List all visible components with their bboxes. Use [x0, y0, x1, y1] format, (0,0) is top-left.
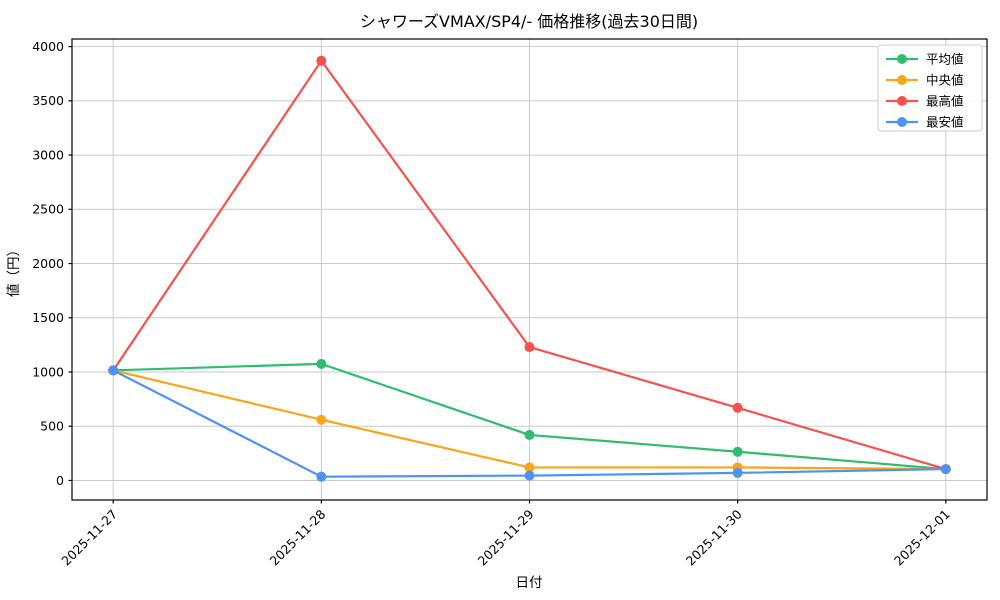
legend-box	[877, 44, 983, 132]
data-point-min	[316, 471, 327, 482]
x-tick-label: 2025-11-30	[683, 506, 745, 568]
y-tick-label: 2000	[32, 256, 64, 271]
axis-ticks: 0 500 1000 1500 2000 2500 3000 3500 4000 2025-11-…	[32, 39, 953, 569]
y-tick-label: 3000	[32, 147, 64, 162]
legend-marker	[897, 54, 907, 64]
y-tick-label: 1000	[32, 364, 64, 379]
data-point-max	[316, 55, 327, 66]
data-point-min	[940, 464, 951, 475]
y-tick-label: 0	[56, 473, 64, 488]
data-point-min	[732, 467, 743, 478]
x-axis-label: 日付	[516, 575, 543, 591]
data-point-median	[316, 414, 327, 425]
y-tick-label: 4000	[32, 39, 64, 54]
y-tick-label: 1500	[32, 310, 64, 325]
legend-marker	[897, 75, 907, 85]
series-min	[108, 365, 951, 482]
x-tick-label: 2025-12-01	[891, 507, 953, 569]
y-axis-label: 値（円）	[6, 243, 22, 297]
y-tick-label: 3500	[32, 93, 64, 108]
x-tick-label: 2025-11-28	[266, 506, 328, 568]
data-point-average	[732, 446, 743, 457]
legend-marker	[897, 96, 907, 106]
data-point-max	[524, 342, 535, 353]
data-point-min	[108, 365, 119, 376]
chart-title: シャワーズVMAX/SP4/- 価格推移(過去30日間)	[360, 12, 698, 31]
x-tick-label: 2025-11-29	[475, 506, 537, 568]
data-point-min	[524, 470, 535, 481]
grid	[72, 39, 987, 500]
legend-label: 平均値	[926, 52, 964, 67]
legend-item-min: 最安値	[886, 115, 964, 130]
legend-label: 中央値	[926, 73, 964, 88]
legend-item-max: 最高値	[886, 94, 964, 109]
legend-item-median: 中央値	[886, 73, 964, 88]
data-point-max	[732, 402, 743, 413]
y-tick-label: 2500	[32, 202, 64, 217]
legend-item-average: 平均値	[886, 52, 964, 67]
y-tick-label: 500	[40, 419, 64, 434]
series-layer	[108, 55, 951, 482]
data-point-average	[524, 429, 535, 440]
legend-label: 最高値	[926, 94, 964, 109]
legend-marker	[897, 117, 907, 127]
data-point-median	[524, 462, 535, 473]
legend-label: 最安値	[926, 115, 964, 130]
x-tick-label: 2025-11-27	[58, 507, 120, 569]
data-point-average	[316, 358, 327, 369]
